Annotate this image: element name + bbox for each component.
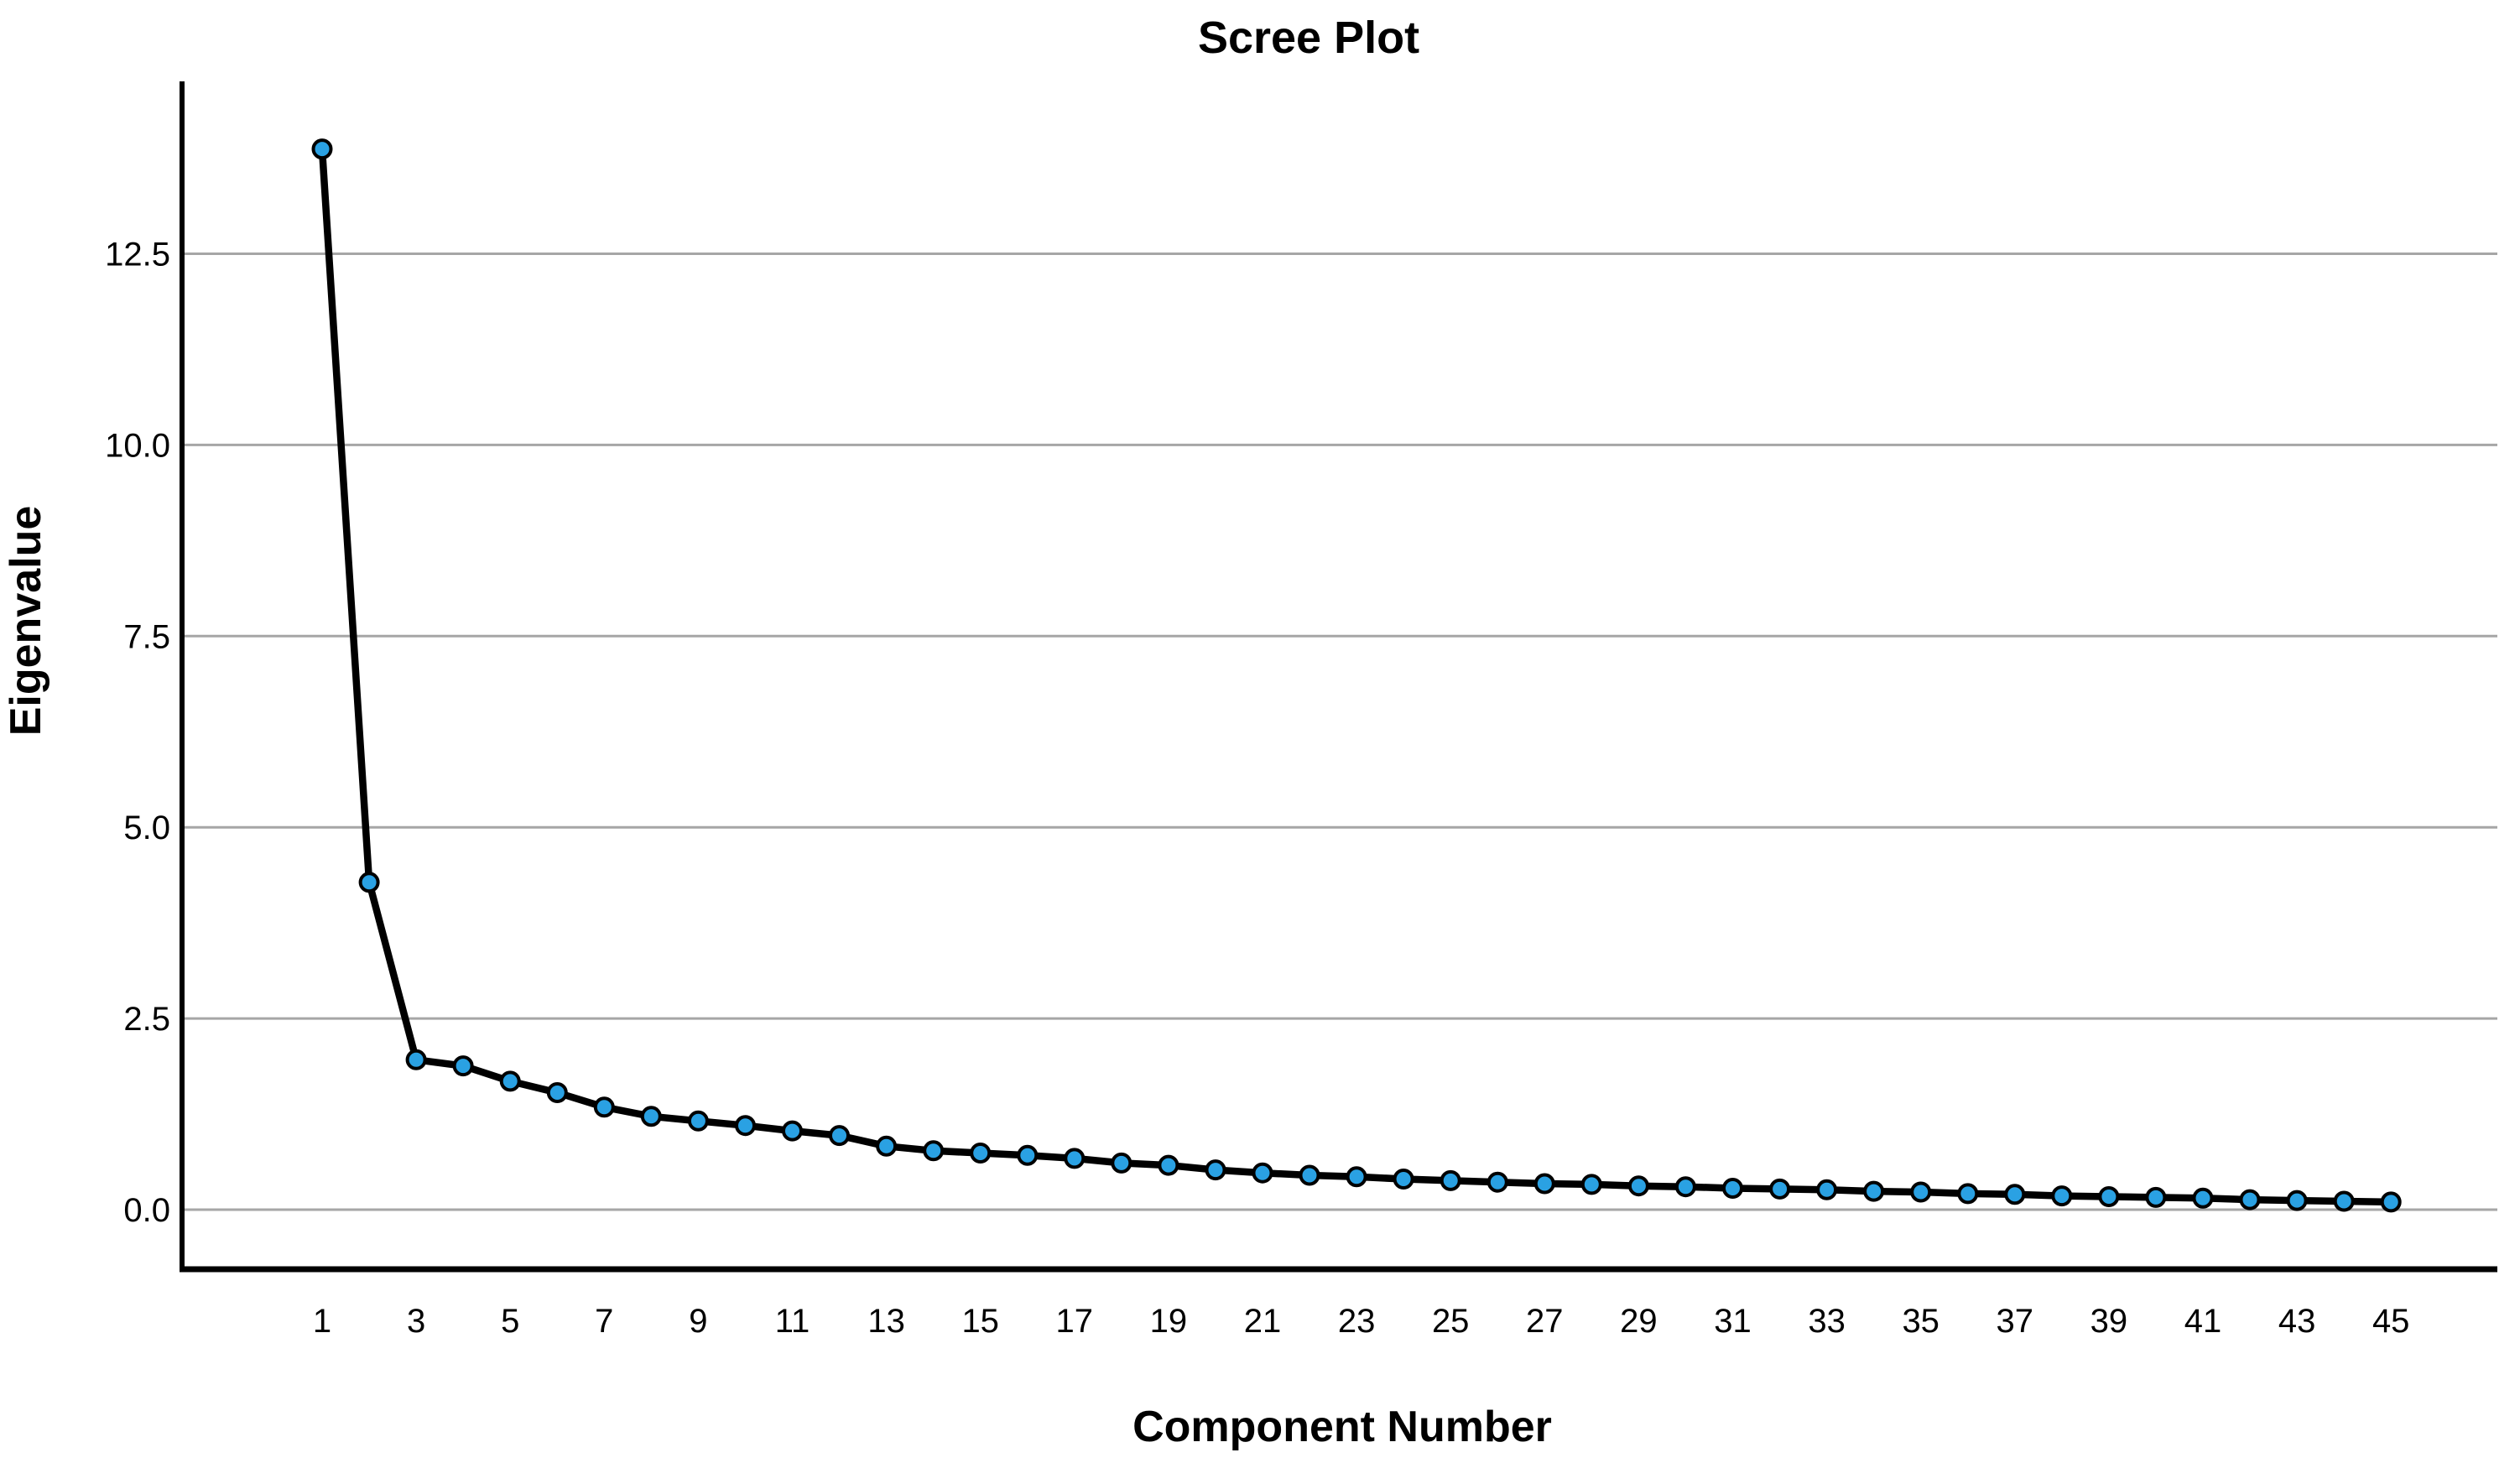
data-points: [311, 138, 2402, 1213]
data-point: [1957, 1183, 1979, 1205]
x-tick-label: 37: [1997, 1303, 2034, 1340]
data-point: [1299, 1164, 1320, 1186]
data-point: [735, 1115, 756, 1137]
x-tick-label: 41: [2184, 1303, 2222, 1340]
y-tick-label: 0.0: [123, 1192, 170, 1229]
x-tick-label: 25: [1432, 1303, 1470, 1340]
x-tick-label: 33: [1808, 1303, 1846, 1340]
x-tick-label: 13: [867, 1303, 905, 1340]
data-point: [640, 1106, 662, 1127]
x-tick-label: 43: [2278, 1303, 2316, 1340]
data-point: [1533, 1173, 1555, 1195]
data-point: [1440, 1169, 1461, 1191]
series-polyline: [318, 145, 2395, 1206]
data-point: [1627, 1175, 1649, 1197]
data-point: [1863, 1180, 1885, 1202]
gridlines: [184, 253, 2497, 1211]
x-tick-label: 27: [1526, 1303, 1564, 1340]
data-point: [358, 872, 380, 893]
x-tick-label: 31: [1714, 1303, 1752, 1340]
data-point: [2333, 1190, 2355, 1212]
data-point: [2239, 1189, 2261, 1210]
y-tick-label: 2.5: [123, 1001, 170, 1038]
x-tick-label: 21: [1244, 1303, 1282, 1340]
x-tick-label: 1: [313, 1303, 331, 1340]
x-tick-label: 9: [689, 1303, 707, 1340]
x-tick-label: 15: [961, 1303, 999, 1340]
data-point: [1910, 1181, 1932, 1203]
x-tick-label: 35: [1902, 1303, 1939, 1340]
data-line: [318, 145, 2395, 1206]
x-tick-label: 39: [2090, 1303, 2128, 1340]
x-tick-label: 17: [1056, 1303, 1094, 1340]
data-point: [499, 1070, 521, 1092]
data-point: [1486, 1171, 1508, 1193]
data-point: [452, 1055, 474, 1077]
data-point: [1064, 1148, 1086, 1169]
x-axis-tick-labels: 1 3 5 7 9 11 13 15 17 19 21 23 25 27 29 31 33 35 37 39 41 43 4…: [313, 1303, 2410, 1340]
y-tick-label: 12.5: [105, 237, 170, 273]
y-tick-label: 7.5: [123, 618, 170, 655]
data-point: [1111, 1152, 1132, 1174]
data-point: [1252, 1162, 1273, 1184]
x-axis-title: Component Number: [1132, 1403, 1552, 1451]
data-point: [2145, 1186, 2167, 1208]
x-tick-label: 7: [595, 1303, 613, 1340]
x-tick-label: 19: [1150, 1303, 1188, 1340]
data-point: [1722, 1178, 1743, 1199]
data-point: [2192, 1187, 2214, 1209]
data-point: [2004, 1184, 2026, 1205]
data-point: [2098, 1186, 2120, 1207]
data-point: [405, 1049, 427, 1070]
x-tick-label: 5: [501, 1303, 519, 1340]
data-point: [1205, 1159, 1226, 1181]
data-point: [1769, 1178, 1791, 1200]
y-tick-label: 5.0: [123, 810, 170, 846]
data-point: [546, 1082, 568, 1103]
x-tick-label: 3: [407, 1303, 425, 1340]
data-point: [1017, 1144, 1039, 1166]
x-tick-label: 11: [775, 1303, 810, 1340]
data-point: [1393, 1169, 1414, 1190]
data-point: [593, 1096, 615, 1118]
x-tick-label: 45: [2372, 1303, 2410, 1340]
data-point: [311, 138, 333, 160]
data-point: [1158, 1154, 1179, 1176]
data-point: [970, 1143, 992, 1164]
data-point: [1346, 1166, 1367, 1188]
data-point: [687, 1110, 709, 1132]
data-point: [782, 1120, 803, 1142]
x-tick-label: 23: [1338, 1303, 1376, 1340]
data-point: [2286, 1190, 2308, 1211]
y-axis-title: Eigenvalue: [2, 506, 50, 737]
y-axis-tick-labels: 0.0 2.5 5.0 7.5 10.0 12.5: [105, 237, 170, 1230]
data-point: [876, 1135, 898, 1157]
x-tick-label: 29: [1620, 1303, 1658, 1340]
y-tick-label: 10.0: [105, 427, 170, 464]
data-point: [1816, 1179, 1838, 1200]
chart-title: Scree Plot: [1198, 13, 1419, 63]
data-point: [2051, 1185, 2073, 1207]
data-point: [829, 1125, 850, 1147]
data-point: [1580, 1174, 1602, 1195]
data-point: [1674, 1176, 1696, 1198]
data-point: [2380, 1191, 2402, 1213]
data-point: [923, 1140, 945, 1162]
